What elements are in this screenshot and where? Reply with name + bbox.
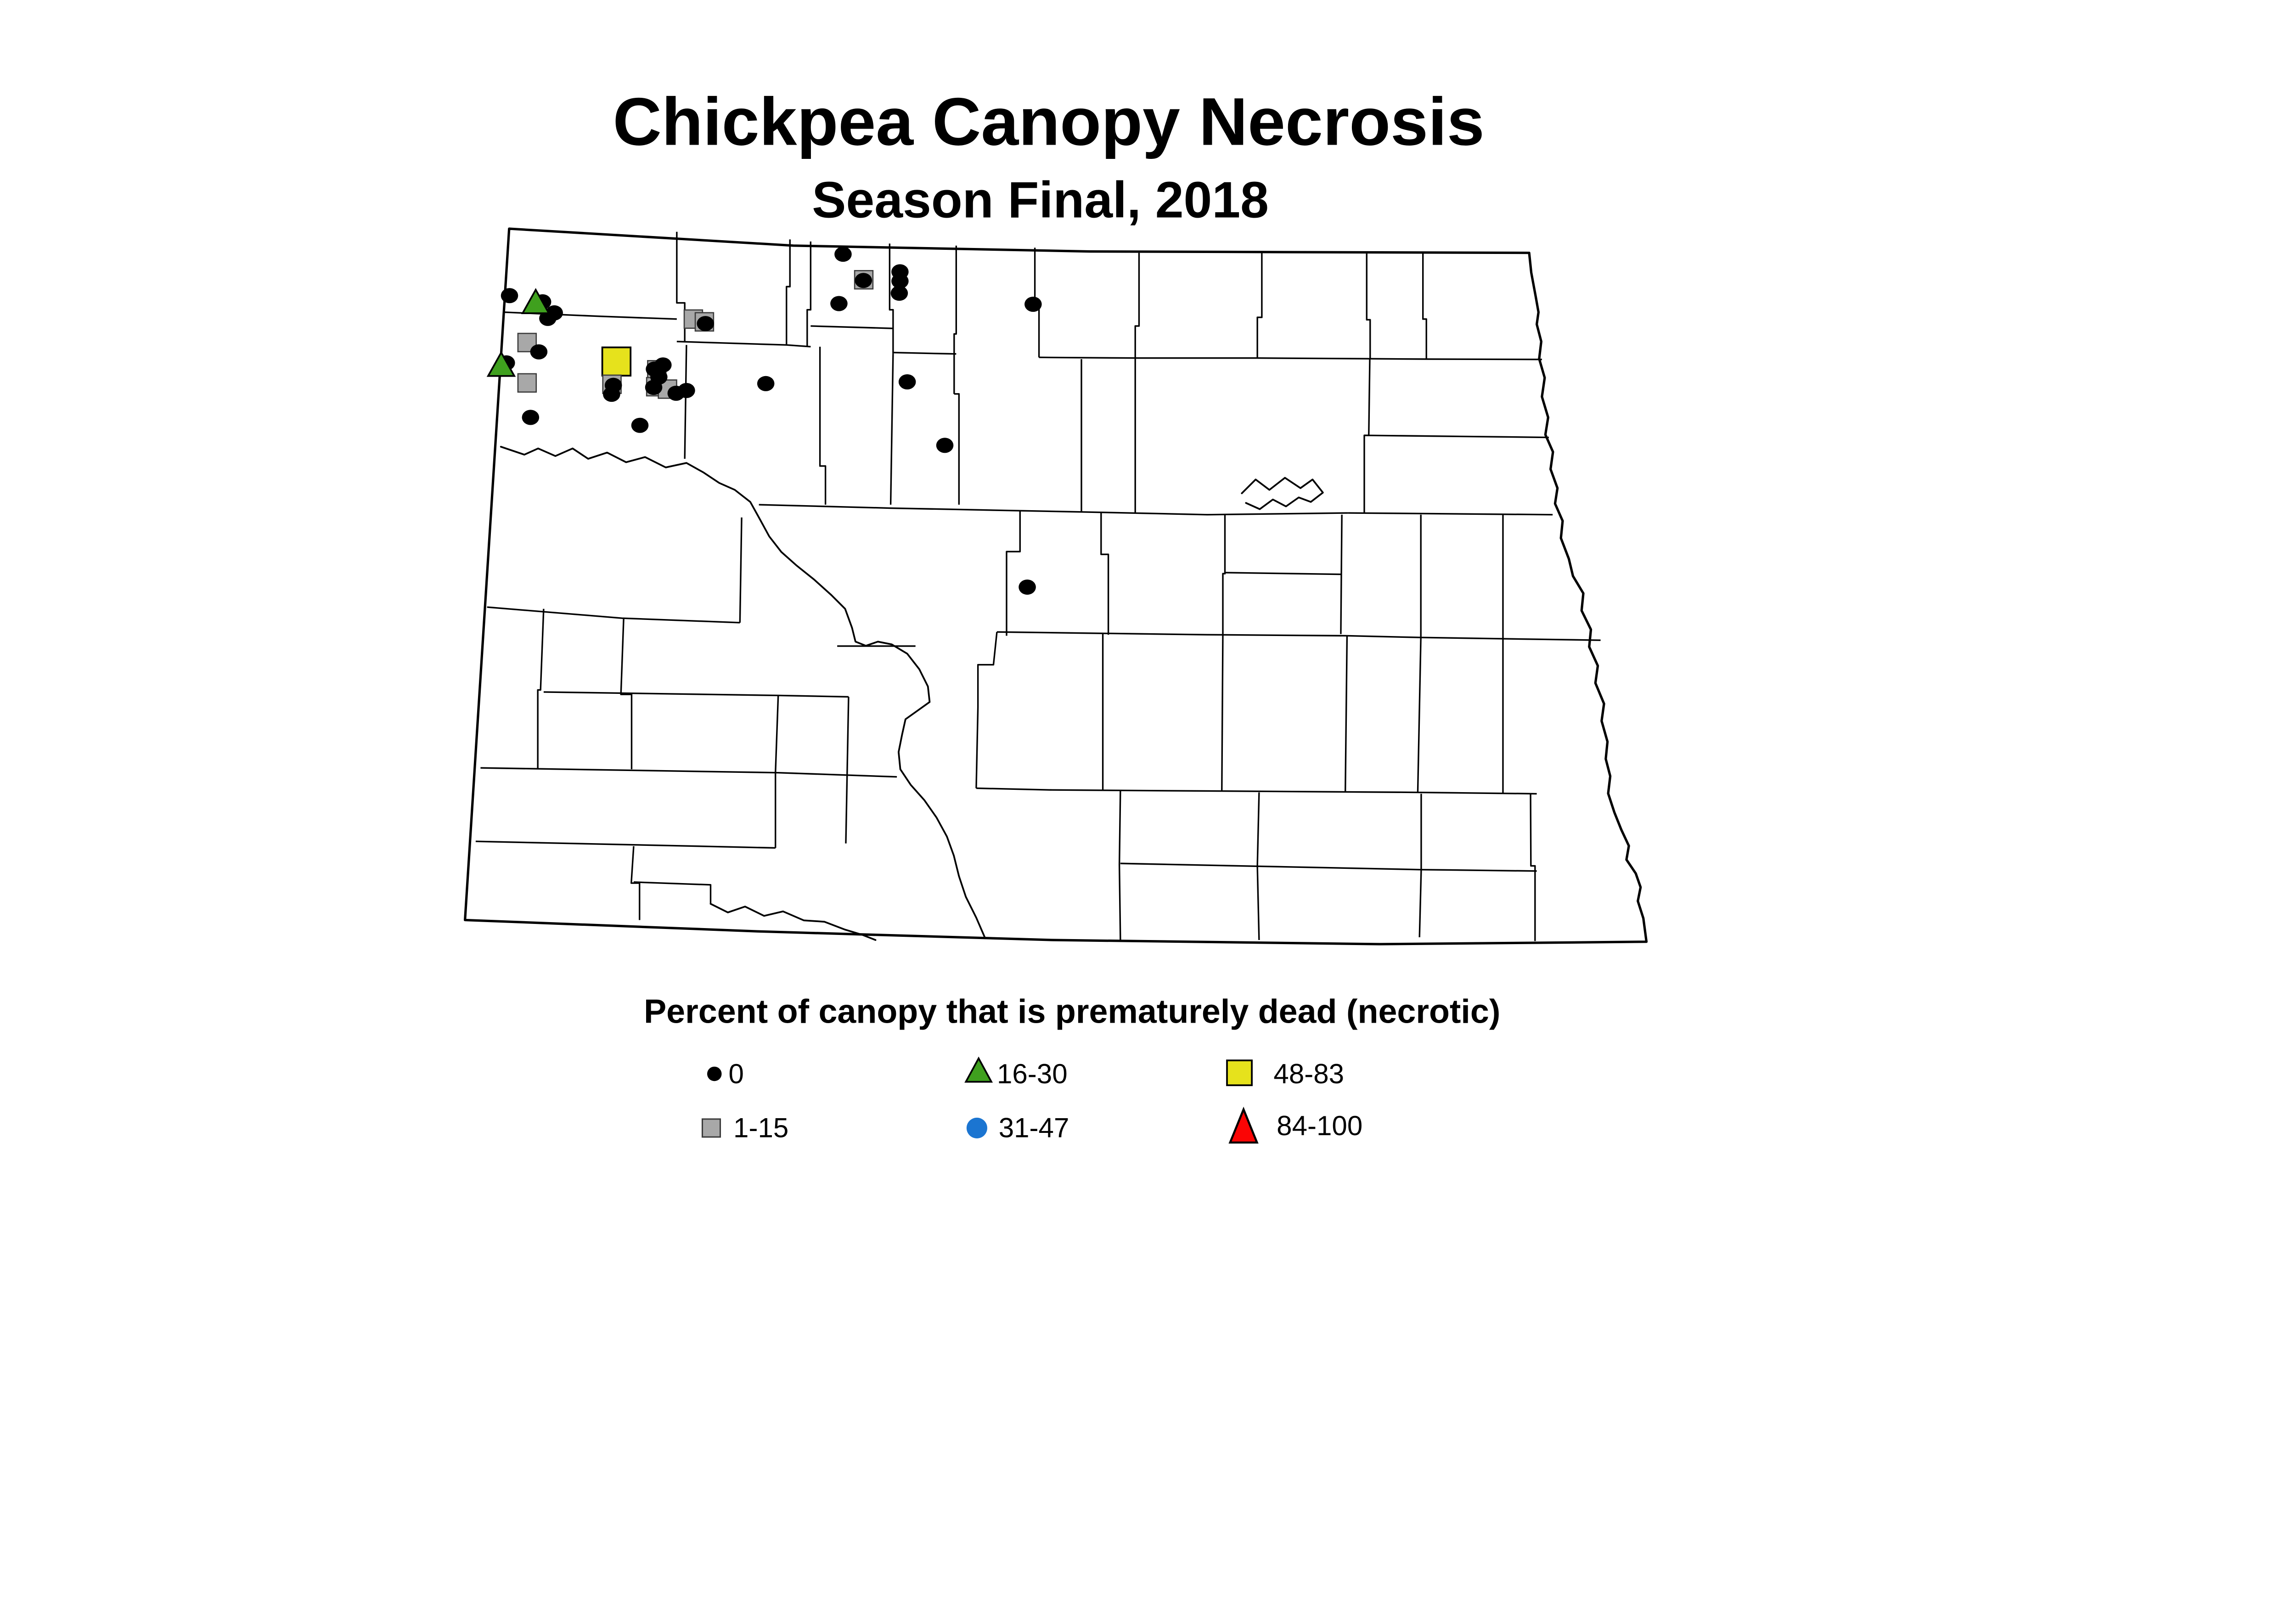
chickpea-necrosis-figure-page: Chickpea Canopy Necrosis Season Final, 2… [463, 84, 1648, 1144]
legend-label: 16-30 [997, 1058, 1068, 1089]
marker-0 [678, 383, 695, 398]
cannonball-river-line [709, 903, 877, 941]
north-dakota-map [463, 227, 1648, 946]
marker-0 [757, 376, 775, 391]
dot-icon [707, 1066, 722, 1081]
marker-0 [501, 288, 518, 304]
marker-0 [539, 310, 557, 326]
marker-0 [530, 344, 548, 360]
marker-0 [891, 273, 909, 289]
map-markers [486, 247, 1042, 595]
marker-0 [1019, 580, 1036, 595]
square-icon [1226, 1059, 1253, 1086]
missouri-river-line [500, 445, 986, 940]
legend-label: 0 [729, 1058, 744, 1089]
marker-0 [603, 387, 620, 402]
legend-label: 48-83 [1273, 1058, 1344, 1089]
marker-48-83 [601, 346, 632, 377]
marker-0 [834, 247, 852, 262]
marker-0 [654, 357, 672, 373]
legend-label: 31-47 [999, 1113, 1069, 1143]
legend-title: Percent of canopy that is prematurely de… [644, 992, 1500, 1030]
marker-0 [855, 273, 872, 288]
marker-0 [522, 410, 540, 425]
page-title: Chickpea Canopy Necrosis [613, 84, 1485, 160]
state-outline [463, 227, 1648, 946]
county-lines [475, 231, 1601, 941]
marker-0 [898, 374, 916, 390]
marker-0 [936, 438, 954, 453]
river-lines [500, 445, 1324, 941]
marker-16-30 [521, 288, 551, 314]
marker-0 [697, 316, 714, 332]
marker-0 [890, 285, 908, 301]
legend: Percent of canopy that is prematurely de… [644, 992, 1500, 1144]
legend-label: 1-15 [733, 1113, 788, 1143]
marker-16-30 [486, 350, 516, 377]
triangle-icon [964, 1056, 993, 1083]
legend-label: 84-100 [1277, 1110, 1362, 1141]
square-icon [701, 1118, 721, 1138]
big-triangle-icon [1228, 1106, 1259, 1144]
marker-0 [1024, 297, 1042, 312]
devils-lake-line [1241, 477, 1324, 510]
circle-icon [966, 1117, 987, 1138]
page-subtitle: Season Final, 2018 [812, 171, 1269, 228]
marker-1-15 [517, 373, 537, 393]
marker-0 [830, 296, 848, 311]
figure-canvas: Chickpea Canopy Necrosis Season Final, 2… [463, 84, 1648, 1144]
marker-0 [645, 380, 663, 395]
marker-0 [631, 417, 649, 433]
